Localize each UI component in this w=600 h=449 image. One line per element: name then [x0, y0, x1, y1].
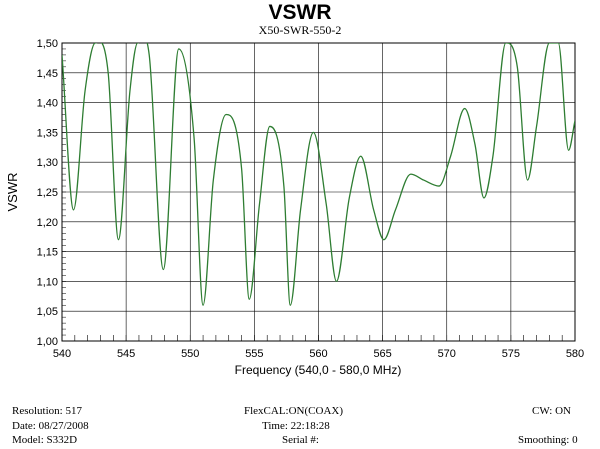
x-tick-label: 540 — [53, 348, 71, 360]
x-tick-label: 560 — [309, 348, 327, 360]
y-tick-label: 1,05 — [37, 306, 58, 318]
y-tick-label: 1,10 — [37, 276, 58, 288]
y-tick-label: 1,40 — [37, 98, 58, 110]
x-tick-label: 545 — [117, 348, 135, 360]
chart-subtitle: X50-SWR-550-2 — [258, 23, 342, 37]
x-tick-label: 550 — [181, 348, 199, 360]
serial-label: Serial #: — [282, 434, 319, 446]
x-tick-label: 575 — [502, 348, 520, 360]
y-tick-label: 1,15 — [37, 247, 58, 259]
y-tick-label: 1,45 — [37, 68, 58, 80]
y-tick-label: 1,25 — [37, 187, 58, 199]
series-line — [62, 43, 575, 306]
date-label: Date: 08/27/2008 — [12, 420, 89, 432]
time-label: Time: 22:18:28 — [262, 420, 330, 432]
x-axis-label: Frequency (540,0 - 580,0 MHz) — [235, 363, 402, 377]
x-tick-label: 580 — [566, 348, 584, 360]
plot-frame — [61, 42, 576, 342]
y-axis-label: VSWR — [5, 173, 20, 212]
cw-label: CW: ON — [532, 405, 572, 417]
y-tick-label: 1,35 — [37, 127, 58, 139]
resolution-label: Resolution: 517 — [12, 405, 82, 417]
y-tick-label: 1,50 — [37, 38, 58, 50]
smoothing-label: Smoothing: 0 — [518, 434, 578, 446]
y-tick-label: 1,30 — [37, 157, 58, 169]
flexcal-label: FlexCAL:ON(COAX) — [244, 405, 343, 417]
y-tick-label: 1,00 — [37, 336, 58, 348]
x-tick-label: 565 — [373, 348, 391, 360]
y-tick-labels: 1,00 1,05 1,10 1,15 1,20 1,25 1,30 1,35 1,40 1,45… — [37, 38, 58, 348]
chart-title: VSWR — [268, 1, 332, 24]
model-label: Model: S332D — [12, 434, 78, 446]
x-tick-label: 570 — [438, 348, 456, 360]
y-tick-label: 1,20 — [37, 217, 58, 229]
x-tick-label: 555 — [245, 348, 263, 360]
x-tick-labels: 540 545 550 555 560 565 570 575 580 — [53, 348, 584, 360]
grid-lines — [61, 42, 576, 342]
